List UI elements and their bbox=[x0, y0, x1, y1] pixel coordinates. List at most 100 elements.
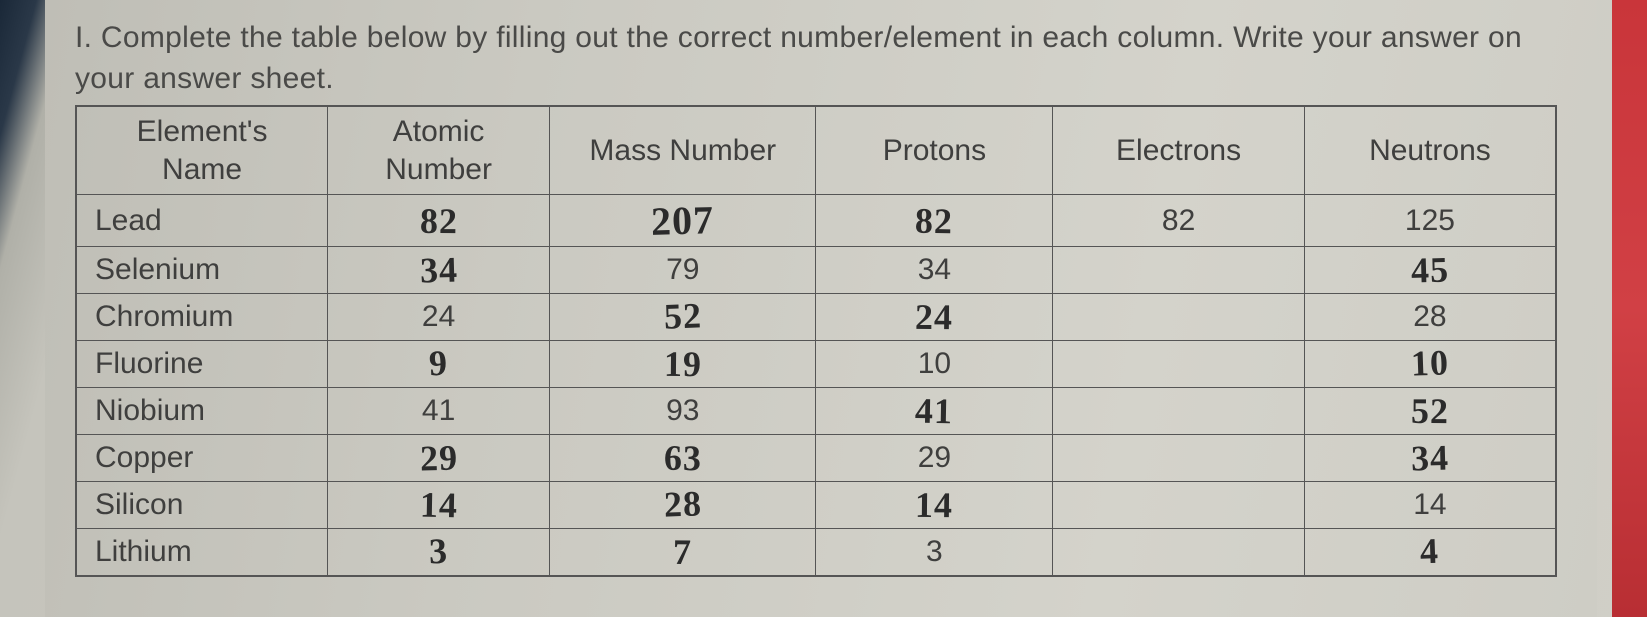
printed-value: Niobium bbox=[95, 394, 205, 427]
handwritten-value: 24 bbox=[915, 296, 953, 338]
col-header-atomic-number: AtomicNumber bbox=[328, 106, 550, 195]
handwritten-value: 28 bbox=[663, 482, 702, 525]
cell-electrons bbox=[1053, 529, 1305, 577]
handwritten-value: 3 bbox=[428, 530, 448, 573]
cell-electrons: 82 bbox=[1053, 195, 1305, 247]
printed-value: 34 bbox=[918, 253, 951, 286]
cell-name: Silicon bbox=[76, 482, 328, 529]
handwritten-value: 29 bbox=[419, 437, 458, 480]
col-header-name-l1: Element'sName bbox=[137, 115, 268, 186]
printed-value: 29 bbox=[918, 441, 951, 474]
cell-name: Chromium bbox=[76, 294, 328, 341]
cell-neutrons: 52 bbox=[1304, 388, 1556, 435]
printed-value: 28 bbox=[1413, 300, 1446, 333]
printed-value: 82 bbox=[1162, 204, 1195, 237]
printed-value: 93 bbox=[666, 394, 699, 427]
handwritten-value: 7 bbox=[673, 531, 692, 573]
right-edge-strip bbox=[1612, 0, 1647, 617]
cell-electrons bbox=[1053, 482, 1305, 529]
col-header-name: Element'sName bbox=[76, 106, 328, 195]
cell-name: Copper bbox=[76, 435, 328, 482]
cell-name: Lead bbox=[76, 195, 328, 247]
cell-atomic_number: 41 bbox=[328, 388, 550, 435]
cell-neutrons: 14 bbox=[1304, 482, 1556, 529]
cell-atomic_number: 34 bbox=[328, 247, 550, 294]
table-row: Silicon 14 28 14 14 bbox=[76, 482, 1556, 529]
handwritten-value: 4 bbox=[1420, 530, 1440, 573]
printed-value: Silicon bbox=[95, 488, 183, 521]
cell-mass_number: 28 bbox=[550, 482, 816, 529]
handwritten-value: 14 bbox=[915, 484, 953, 526]
printed-value: 41 bbox=[422, 394, 455, 427]
cell-mass_number: 19 bbox=[550, 341, 816, 388]
cell-protons: 24 bbox=[816, 294, 1053, 341]
elements-table: Element'sName AtomicNumber Mass Number P… bbox=[75, 105, 1557, 577]
cell-electrons bbox=[1053, 294, 1305, 341]
printed-value: Lead bbox=[95, 204, 162, 237]
printed-value: 10 bbox=[918, 347, 951, 380]
table-header-row: Element'sName AtomicNumber Mass Number P… bbox=[76, 106, 1556, 195]
table-row: Lithium 3 7 3 4 bbox=[76, 529, 1556, 577]
table-row: Lead822078282125 bbox=[76, 195, 1556, 247]
cell-name: Fluorine bbox=[76, 341, 328, 388]
cell-protons: 29 bbox=[816, 435, 1053, 482]
printed-value: Fluorine bbox=[95, 347, 203, 380]
table-body: Lead822078282125Selenium34793445Chromium… bbox=[76, 195, 1556, 577]
cell-name: Lithium bbox=[76, 529, 328, 577]
col-header-neutrons: Neutrons bbox=[1304, 106, 1556, 195]
cell-atomic_number: 3 bbox=[328, 529, 550, 577]
cell-atomic_number: 29 bbox=[328, 435, 550, 482]
printed-value: Chromium bbox=[95, 300, 233, 333]
table-row: Chromium 24 52 24 28 bbox=[76, 294, 1556, 341]
cell-protons: 3 bbox=[816, 529, 1053, 577]
cell-protons: 41 bbox=[816, 388, 1053, 435]
table-row: Copper 29 63 29 34 bbox=[76, 435, 1556, 482]
printed-value: 3 bbox=[926, 535, 943, 568]
cell-neutrons: 125 bbox=[1304, 195, 1556, 247]
printed-value: 125 bbox=[1405, 204, 1455, 237]
cell-atomic_number: 9 bbox=[328, 341, 550, 388]
handwritten-value: 41 bbox=[915, 390, 954, 433]
worksheet-page: I. Complete the table below by filling o… bbox=[45, 0, 1597, 617]
cell-atomic_number: 82 bbox=[328, 195, 550, 247]
cell-electrons bbox=[1053, 388, 1305, 435]
table-row: Fluorine 919 10 10 bbox=[76, 341, 1556, 388]
cell-electrons bbox=[1053, 247, 1305, 294]
table-row: Selenium 34 79 34 45 bbox=[76, 247, 1556, 294]
handwritten-value: 82 bbox=[419, 199, 457, 241]
cell-mass_number: 93 bbox=[550, 388, 816, 435]
table-row: Niobium 41 93 41 52 bbox=[76, 388, 1556, 435]
handwritten-value: 34 bbox=[1410, 437, 1449, 480]
printed-value: 14 bbox=[1413, 488, 1446, 521]
handwritten-value: 34 bbox=[419, 249, 458, 292]
cell-neutrons: 28 bbox=[1304, 294, 1556, 341]
col-header-electrons: Electrons bbox=[1053, 106, 1305, 195]
handwritten-value: 63 bbox=[663, 437, 702, 480]
printed-value: 24 bbox=[422, 300, 455, 333]
col-header-mass-number: Mass Number bbox=[550, 106, 816, 195]
cell-electrons bbox=[1053, 435, 1305, 482]
handwritten-value: 10 bbox=[1410, 341, 1449, 384]
cell-mass_number: 7 bbox=[550, 529, 816, 577]
col-header-protons: Protons bbox=[816, 106, 1053, 195]
printed-value: Lithium bbox=[95, 535, 192, 568]
printed-value: Selenium bbox=[95, 253, 220, 286]
instruction-text: I. Complete the table below by filling o… bbox=[75, 18, 1557, 99]
printed-value: Copper bbox=[95, 441, 193, 474]
cell-mass_number: 52 bbox=[550, 294, 816, 341]
cell-neutrons: 4 bbox=[1304, 529, 1556, 577]
handwritten-value: 207 bbox=[651, 196, 715, 245]
cell-neutrons: 45 bbox=[1304, 247, 1556, 294]
handwritten-value: 52 bbox=[1411, 390, 1449, 432]
cell-name: Selenium bbox=[76, 247, 328, 294]
cell-atomic_number: 24 bbox=[328, 294, 550, 341]
cell-electrons bbox=[1053, 341, 1305, 388]
printed-value: 79 bbox=[666, 253, 699, 286]
cell-name: Niobium bbox=[76, 388, 328, 435]
cell-neutrons: 34 bbox=[1304, 435, 1556, 482]
cell-mass_number: 63 bbox=[550, 435, 816, 482]
handwritten-value: 14 bbox=[419, 484, 458, 527]
cell-protons: 10 bbox=[816, 341, 1053, 388]
cell-mass_number: 79 bbox=[550, 247, 816, 294]
cell-protons: 34 bbox=[816, 247, 1053, 294]
